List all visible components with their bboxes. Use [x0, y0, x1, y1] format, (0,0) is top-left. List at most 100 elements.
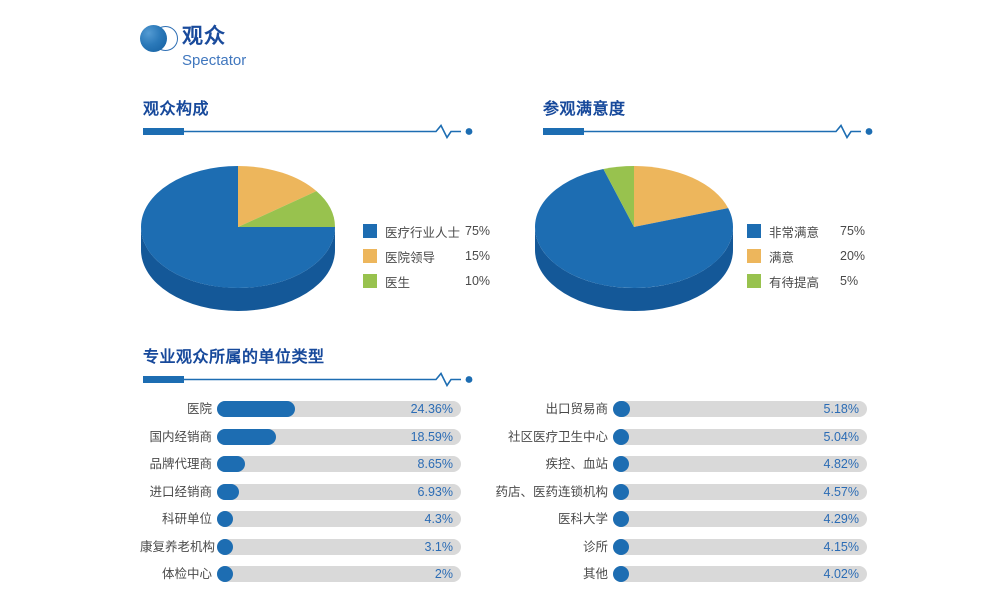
bar-fill	[217, 483, 239, 500]
bar-label: 国内经销商	[149, 429, 212, 444]
pie-side-3d	[141, 227, 335, 311]
bar-track: 3.1%	[217, 538, 461, 555]
bar-row: 疾控、血站 4.82%	[490, 456, 867, 472]
legend-swatch	[747, 224, 761, 238]
bar-row: 医科大学 4.29%	[490, 511, 867, 527]
bar-row: 进口经销商 6.93%	[140, 483, 461, 500]
legend-value: 5%	[840, 274, 859, 288]
bar-row: 药店、医药连锁机构 4.57%	[490, 483, 867, 500]
pulse-line-decoration	[143, 372, 473, 387]
bar-fill	[217, 456, 245, 472]
bar-row: 其他 4.02%	[490, 566, 867, 582]
bar-label: 出口贸易商	[545, 402, 608, 416]
unit-type-bars-left: 医院 24.36% 国内经销商 18.59% 品牌代理商 8.65% 进口经销商 6.93% 科…	[140, 401, 461, 594]
page-title-group: 观众 Spectator	[182, 25, 246, 69]
bar-track: 4.57%	[613, 483, 867, 500]
pie-slice	[141, 166, 335, 288]
bar-row: 出口贸易商 5.18%	[490, 401, 867, 417]
bar-value: 4.57%	[823, 484, 859, 499]
legend-label: 医生	[385, 275, 411, 290]
bar-track: 5.04%	[613, 428, 867, 445]
bar-label: 品牌代理商	[149, 457, 212, 471]
bar-label: 体检中心	[161, 567, 212, 581]
bar-value: 24.36%	[410, 402, 453, 416]
bar-row: 诊所 4.15%	[490, 538, 867, 555]
bar-label: 诊所	[582, 539, 608, 554]
circle-filled-icon	[140, 25, 167, 52]
bar-fill	[217, 428, 276, 445]
bar-value: 2%	[434, 567, 453, 581]
bar-value: 4.3%	[424, 512, 454, 526]
legend-item: 有待提高 5%	[747, 274, 865, 290]
bar-fill	[613, 428, 629, 445]
bar-row: 社区医疗卫生中心 5.04%	[490, 428, 867, 445]
bar-value: 6.93%	[417, 484, 453, 499]
bar-label: 进口经销商	[149, 484, 212, 499]
bar-row: 康复养老机构 3.1%	[140, 538, 461, 555]
bar-label: 科研单位	[161, 512, 212, 526]
legend-item: 医生 10%	[363, 274, 491, 290]
bar-label: 药店、医药连锁机构	[495, 484, 608, 499]
bar-fill	[613, 483, 629, 500]
bar-label: 社区医疗卫生中心	[507, 429, 608, 444]
composition-legend: 医疗行业人士 75% 医院领导 15% 医生 10%	[363, 224, 490, 299]
section-satisfaction-title: 参观满意度	[543, 101, 626, 118]
bar-value: 8.65%	[417, 457, 453, 471]
legend-label: 满意	[769, 250, 795, 265]
legend-item: 医院领导 15%	[363, 249, 491, 265]
bar-label: 康复养老机构	[140, 539, 216, 554]
composition-pie-chart	[141, 166, 335, 311]
legend-value: 20%	[840, 249, 866, 263]
bar-track: 4.82%	[613, 456, 867, 472]
pie-slice	[535, 168, 733, 288]
legend-label: 医院领导	[385, 250, 436, 265]
bar-label: 疾控、血站	[545, 457, 608, 471]
section-composition-title: 观众构成	[143, 101, 210, 118]
satisfaction-legend: 非常满意 75% 满意 20% 有待提高 5%	[747, 224, 865, 299]
unit-type-bars-right: 出口贸易商 5.18% 社区医疗卫生中心 5.04% 疾控、血站 4.82% 药店、医药连锁…	[490, 401, 867, 594]
bar-label: 医科大学	[557, 512, 608, 526]
page-subtitle: Spectator	[182, 52, 247, 69]
legend-item: 非常满意 75%	[747, 224, 865, 240]
bar-track: 4.3%	[217, 511, 461, 527]
bar-fill	[613, 566, 629, 582]
satisfaction-pie-chart	[535, 166, 733, 311]
section-units-title: 专业观众所属的单位类型	[143, 349, 325, 366]
legend-swatch	[363, 224, 377, 238]
pulse-line-decoration	[543, 124, 873, 139]
bar-value: 3.1%	[424, 539, 454, 554]
legend-value: 15%	[465, 249, 491, 263]
bar-track: 5.18%	[613, 401, 867, 417]
legend-label: 有待提高	[769, 275, 820, 290]
section-composition-header: 观众构成	[143, 95, 475, 139]
bar-value: 18.59%	[410, 429, 453, 444]
legend-label: 非常满意	[769, 225, 820, 240]
bar-fill	[217, 401, 295, 417]
bar-fill	[217, 511, 233, 527]
bar-row: 国内经销商 18.59%	[140, 428, 461, 445]
legend-item: 满意 20%	[747, 249, 866, 265]
bar-fill	[613, 401, 630, 417]
legend-value: 10%	[465, 274, 491, 288]
legend-swatch	[747, 249, 761, 263]
bar-track: 4.15%	[613, 538, 867, 555]
legend-item: 医疗行业人士 75%	[363, 224, 490, 240]
page-title: 观众	[182, 25, 226, 48]
bar-label: 医院	[186, 402, 212, 416]
bar-label: 其他	[582, 567, 608, 581]
bar-row: 体检中心 2%	[140, 566, 461, 582]
section-units-header: 专业观众所属的单位类型	[143, 343, 475, 387]
bar-fill	[613, 511, 629, 527]
bar-fill	[217, 566, 233, 582]
bar-track: 4.29%	[613, 511, 867, 527]
bar-track: 18.59%	[217, 428, 461, 445]
bar-track: 8.65%	[217, 456, 461, 472]
pulse-line-decoration	[143, 124, 473, 139]
bar-fill	[613, 538, 629, 555]
bar-value: 5.04%	[823, 429, 859, 444]
pie-slice	[634, 166, 729, 227]
legend-label: 医疗行业人士	[385, 225, 461, 240]
legend-swatch	[363, 249, 377, 263]
bar-value: 4.02%	[823, 567, 859, 581]
